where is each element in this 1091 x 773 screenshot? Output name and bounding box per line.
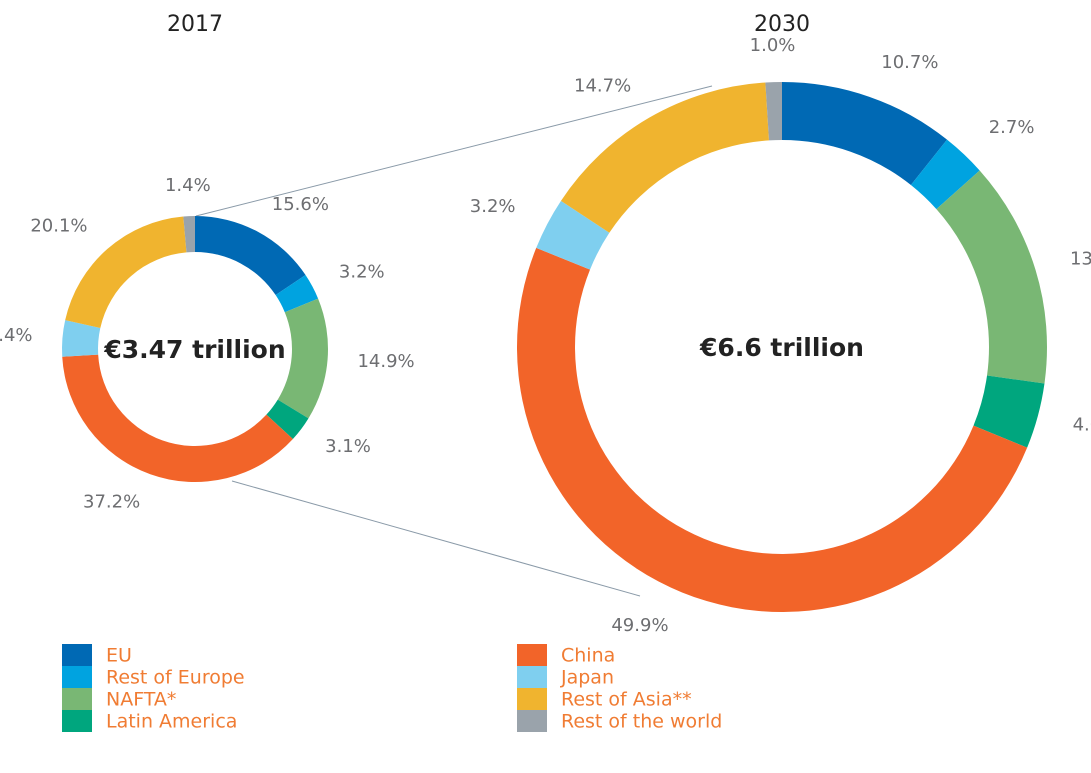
legend-swatch	[517, 644, 547, 666]
chart-title: 2030	[754, 12, 810, 37]
donut-slice	[183, 216, 195, 253]
connector	[195, 85, 713, 217]
donut-slice	[277, 298, 328, 419]
value-label: 3.1%	[325, 436, 371, 457]
value-label: 13.8%	[1070, 248, 1091, 269]
legend-label: Rest of Asia**	[561, 689, 692, 711]
donut-slice	[275, 275, 319, 313]
donut-slice	[61, 320, 101, 357]
legend-label: NAFTA*	[106, 689, 176, 711]
value-label: 4.4%	[0, 325, 33, 346]
legend-swatch	[517, 688, 547, 710]
value-label: 14.9%	[357, 351, 414, 372]
value-label: 49.9%	[611, 615, 668, 636]
value-label: 37.2%	[83, 492, 140, 513]
value-label: 3.2%	[470, 196, 516, 217]
donut-slice	[266, 399, 309, 440]
legend-swatch	[517, 666, 547, 688]
value-label: 15.6%	[272, 194, 329, 215]
legend-swatch	[62, 688, 92, 710]
donut-slice	[560, 82, 770, 233]
legend-label: EU	[106, 645, 132, 667]
donut-slice	[936, 170, 1047, 384]
donut-slice	[195, 216, 306, 296]
value-label: 10.7%	[881, 52, 938, 73]
value-label: 4.0%	[1073, 415, 1091, 436]
legend-label: Latin America	[106, 711, 237, 733]
center-label: €6.6 trillion	[699, 333, 864, 362]
connector	[231, 480, 641, 597]
donut-slice	[973, 375, 1045, 448]
donut-slice	[765, 82, 782, 141]
donut-slice	[782, 82, 948, 186]
chart-title: 2017	[167, 12, 223, 37]
legend-swatch	[517, 710, 547, 732]
donut-slice	[516, 247, 1028, 613]
value-label: 3.2%	[339, 261, 385, 282]
legend-label: Rest of the world	[561, 711, 722, 733]
value-label: 1.4%	[165, 175, 211, 196]
legend-swatch	[62, 644, 92, 666]
legend-swatch	[62, 710, 92, 732]
value-label: 2.7%	[989, 117, 1035, 138]
donut-slice	[62, 354, 293, 483]
legend-label: China	[561, 645, 615, 667]
legend-swatch	[62, 666, 92, 688]
donut-slice	[910, 139, 980, 210]
value-label: 20.1%	[30, 215, 87, 236]
donut-slice	[65, 216, 187, 328]
value-label: 14.7%	[574, 75, 631, 96]
value-label: 1.0%	[750, 35, 796, 56]
legend-label: Rest of Europe	[106, 667, 245, 689]
legend-label: Japan	[560, 667, 614, 689]
center-label: €3.47 trillion	[103, 335, 285, 364]
donut-slice	[536, 200, 610, 270]
